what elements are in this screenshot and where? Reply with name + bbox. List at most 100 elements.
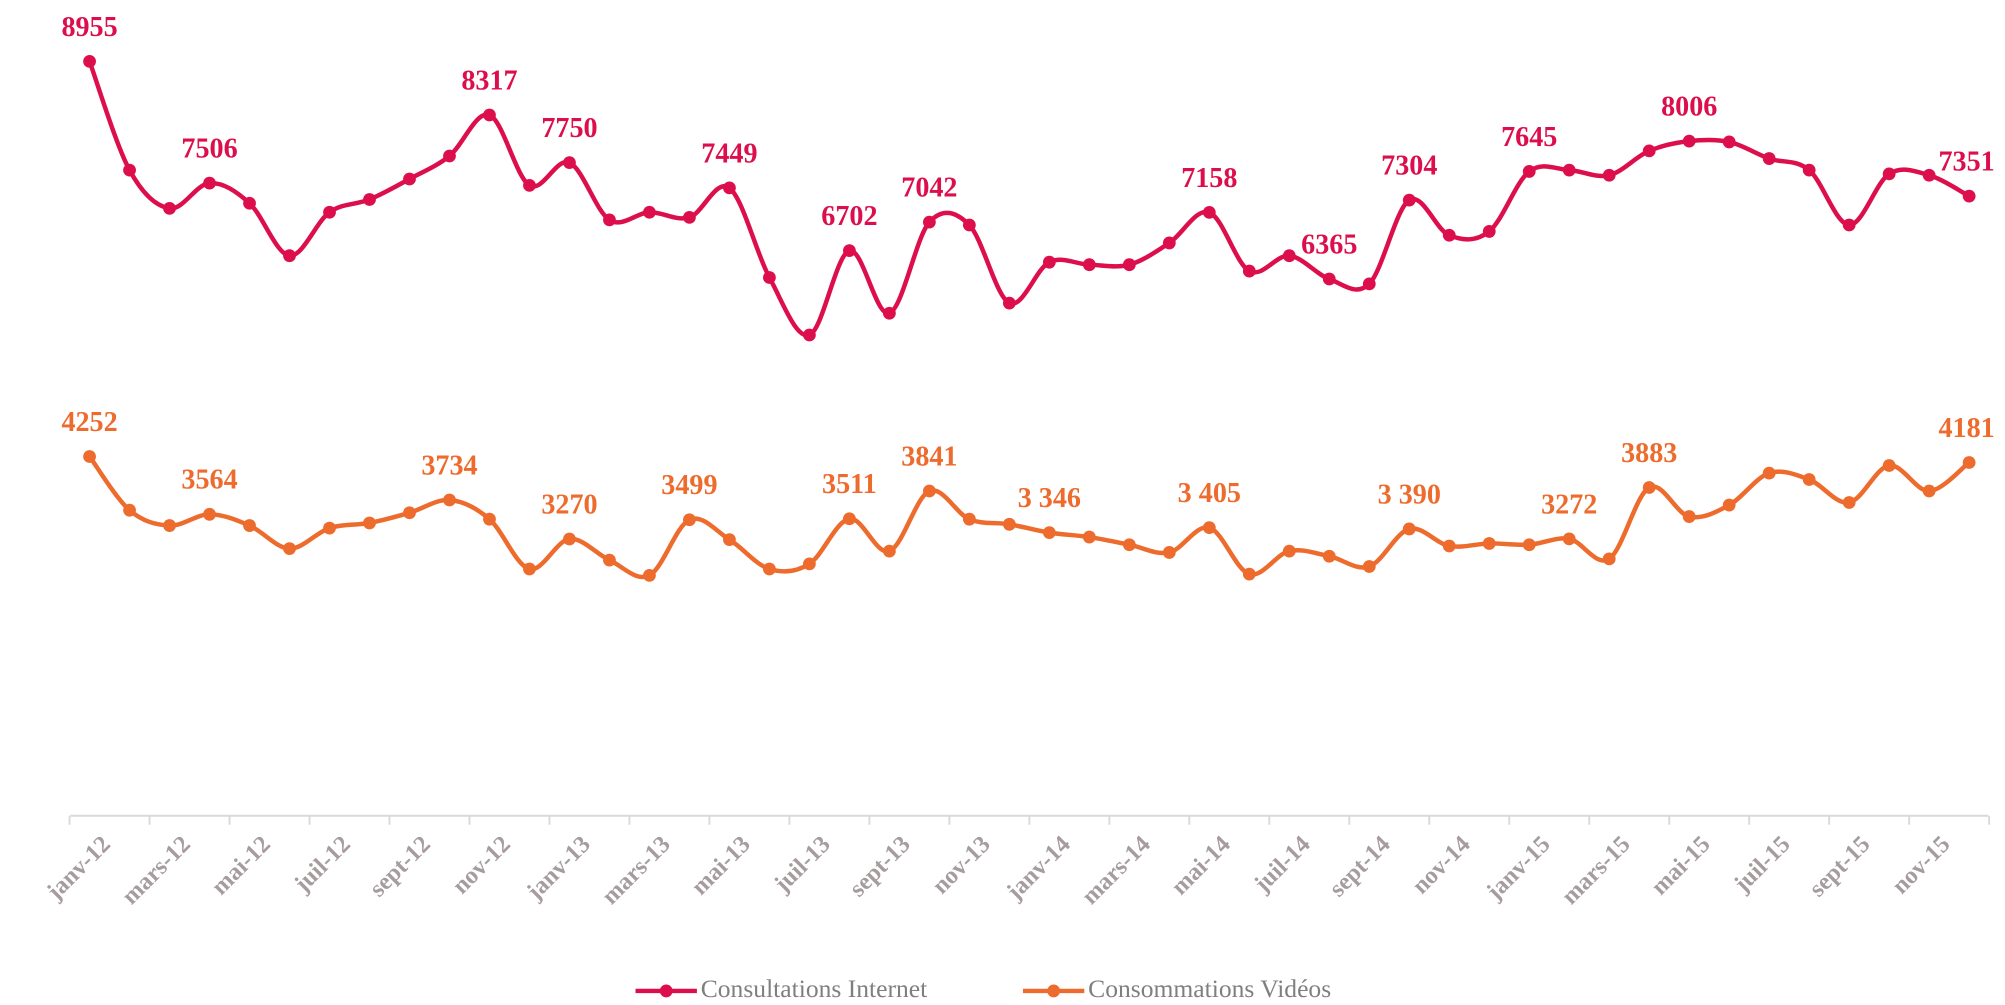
data-point xyxy=(1642,481,1656,494)
data-point xyxy=(1282,544,1296,558)
legend-item: Consultations Internet xyxy=(635,974,927,1003)
data-point xyxy=(1922,168,1936,182)
data-point xyxy=(403,506,416,520)
data-label: 7506 xyxy=(181,134,237,165)
data-label: 8317 xyxy=(461,65,517,96)
x-tick-label: janv-13 xyxy=(521,831,596,906)
data-point xyxy=(1762,466,1776,480)
data-point xyxy=(643,205,656,219)
data-point xyxy=(603,553,616,567)
data-label: 7351 xyxy=(1938,147,1994,178)
data-point xyxy=(1962,456,1976,469)
data-point xyxy=(363,516,376,530)
x-tick-label: sept-12 xyxy=(364,831,436,903)
x-tick-label: mars-12 xyxy=(117,831,196,910)
data-point xyxy=(323,205,336,219)
data-point xyxy=(1722,135,1736,149)
data-point xyxy=(1962,189,1976,203)
data-point xyxy=(1642,144,1656,158)
data-point xyxy=(1762,152,1776,165)
data-label: 3734 xyxy=(421,450,477,481)
x-tick-label: sept-13 xyxy=(844,831,916,903)
legend-item: Consommations Vidéos xyxy=(1022,974,1331,1003)
data-point xyxy=(1242,264,1256,278)
data-point xyxy=(1442,228,1456,242)
data-point xyxy=(1682,134,1696,148)
data-point xyxy=(483,108,496,122)
data-point xyxy=(203,507,216,521)
data-point xyxy=(83,450,96,463)
data-point xyxy=(1922,484,1936,498)
data-point xyxy=(882,306,896,320)
data-point xyxy=(1482,537,1496,550)
x-tick-label: sept-14 xyxy=(1324,831,1396,903)
data-point xyxy=(1522,165,1536,178)
data-point xyxy=(1482,225,1496,238)
data-point xyxy=(1162,236,1176,250)
data-point xyxy=(723,181,736,195)
data-point xyxy=(1362,560,1376,573)
data-point xyxy=(603,213,616,227)
data-point xyxy=(243,519,256,532)
data-point xyxy=(803,328,816,342)
data-point xyxy=(443,493,456,507)
x-tick-label: mai-12 xyxy=(206,831,276,901)
data-label: 7645 xyxy=(1501,122,1557,153)
x-tick-label: nov-12 xyxy=(447,831,516,900)
data-point xyxy=(1682,510,1696,523)
data-label: 7449 xyxy=(701,138,757,169)
x-tick-label: juil-14 xyxy=(1248,831,1315,898)
data-point xyxy=(962,512,976,526)
data-point xyxy=(1322,272,1336,286)
data-point xyxy=(203,176,216,190)
data-label: 6702 xyxy=(821,201,877,232)
data-label: 3 390 xyxy=(1378,479,1441,510)
data-point xyxy=(1242,567,1256,581)
data-point xyxy=(723,533,736,546)
data-point xyxy=(483,512,496,526)
x-tick-label: nov-15 xyxy=(1887,831,1956,900)
data-point xyxy=(763,271,776,284)
data-point xyxy=(1162,546,1176,559)
data-label: 4181 xyxy=(1938,413,1994,444)
x-tick-label: sept-15 xyxy=(1804,831,1876,903)
data-point xyxy=(1842,218,1856,232)
data-point xyxy=(443,149,456,163)
data-point xyxy=(323,521,336,535)
data-point xyxy=(1282,249,1296,263)
data-point xyxy=(922,484,936,498)
data-point xyxy=(523,562,536,576)
data-point xyxy=(683,210,696,224)
legend-label: Consommations Vidéos xyxy=(1088,974,1331,1003)
data-point xyxy=(283,249,296,263)
data-point xyxy=(842,244,856,258)
data-point xyxy=(1042,255,1056,269)
data-label: 4252 xyxy=(61,407,117,438)
data-point xyxy=(1002,517,1016,531)
x-tick-label: juil-13 xyxy=(768,831,835,898)
data-label: 3564 xyxy=(181,465,237,496)
data-point xyxy=(123,163,136,177)
data-point xyxy=(1882,167,1896,181)
data-point xyxy=(1042,526,1056,540)
x-tick-label: mars-15 xyxy=(1556,831,1635,910)
data-point xyxy=(1402,522,1416,536)
data-label: 8006 xyxy=(1661,92,1717,123)
data-point xyxy=(1602,168,1616,182)
data-point xyxy=(842,512,856,526)
data-point xyxy=(163,202,176,215)
data-point xyxy=(763,562,776,576)
data-label: 3 405 xyxy=(1178,478,1241,509)
data-point xyxy=(683,513,696,527)
x-tick-label: juil-15 xyxy=(1728,831,1795,898)
data-point xyxy=(1722,498,1736,512)
data-point xyxy=(523,178,536,192)
data-label: 7750 xyxy=(541,113,597,144)
data-point xyxy=(1562,163,1576,177)
data-point xyxy=(1202,521,1216,535)
data-point xyxy=(1882,459,1896,472)
data-point xyxy=(1802,163,1816,177)
data-point xyxy=(563,532,576,546)
data-point xyxy=(1122,258,1136,272)
